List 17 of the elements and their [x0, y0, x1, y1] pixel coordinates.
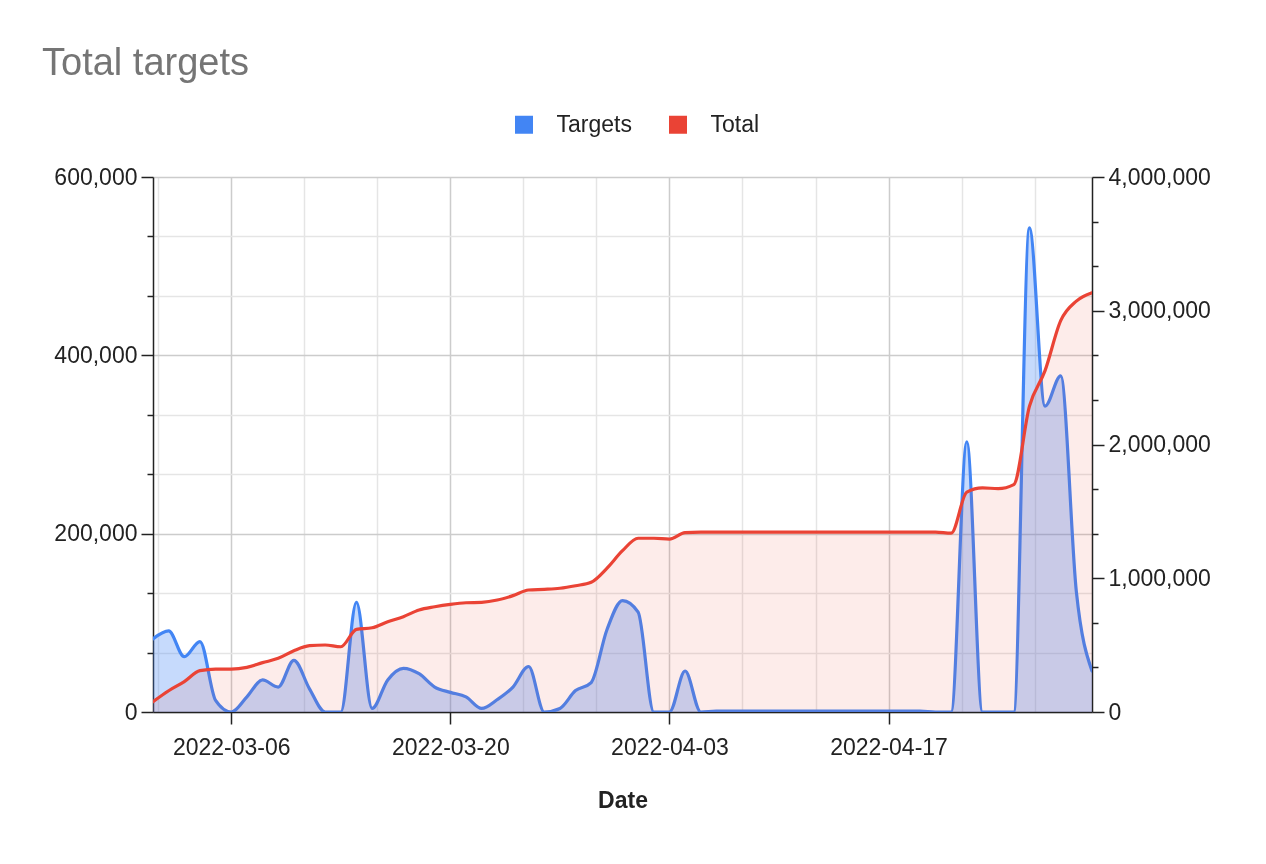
y-tick-label: 600,000 [54, 163, 138, 190]
chart-title: Total targets [42, 41, 249, 83]
y2-tick-label: 2,000,000 [1108, 431, 1211, 457]
y-tick-label: 200,000 [54, 520, 138, 547]
x-axis-title: Date [598, 786, 648, 813]
legend-label: Total [710, 110, 760, 137]
y-tick-label: 0 [124, 698, 138, 725]
y2-tick-label: 0 [1108, 698, 1122, 725]
x-tick-label: 2022-04-17 [830, 733, 948, 760]
x-tick-label: 2022-04-03 [611, 733, 729, 760]
x-tick-label: 2022-03-06 [172, 733, 291, 760]
y2-tick-label: 1,000,000 [1108, 564, 1211, 591]
y2-tick-label: 4,000,000 [1108, 163, 1211, 190]
x-tick-label: 2022-03-20 [392, 733, 510, 760]
legend-label: Targets [556, 110, 632, 137]
y-tick-label: 400,000 [54, 341, 138, 368]
y2-tick-label: 3,000,000 [1108, 297, 1211, 324]
